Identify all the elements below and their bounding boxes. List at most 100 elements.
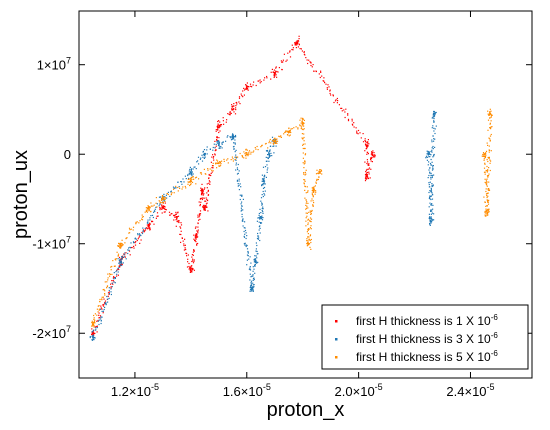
data-point: [432, 115, 434, 117]
data-point: [489, 111, 491, 113]
data-point: [232, 105, 234, 108]
data-point: [264, 143, 267, 145]
data-point: [144, 211, 146, 213]
data-point: [159, 203, 161, 206]
data-point: [219, 124, 221, 126]
data-point: [262, 206, 264, 208]
data-point: [205, 206, 207, 208]
data-point: [425, 157, 427, 159]
y-tick-label: -1×107: [32, 235, 71, 252]
data-point: [232, 138, 234, 140]
data-point: [247, 251, 249, 253]
data-point: [229, 111, 231, 113]
data-point: [209, 148, 211, 150]
data-point: [365, 175, 367, 177]
data-point: [230, 139, 233, 141]
data-point: [257, 232, 259, 235]
data-point: [433, 121, 435, 123]
data-point: [485, 208, 487, 210]
data-point: [485, 169, 487, 172]
data-point: [230, 136, 232, 138]
data-points-layer: [89, 35, 493, 341]
data-point: [208, 177, 210, 179]
data-point: [268, 152, 270, 154]
data-point: [136, 239, 138, 242]
data-point: [364, 174, 367, 176]
data-point: [312, 186, 314, 188]
data-point: [209, 181, 211, 183]
data-point: [483, 153, 485, 155]
data-point: [234, 158, 237, 160]
data-point: [485, 153, 487, 155]
data-point: [190, 172, 192, 174]
data-point: [486, 182, 488, 184]
data-point: [198, 178, 200, 180]
data-point: [295, 47, 297, 49]
data-point: [191, 175, 193, 177]
data-point: [489, 108, 491, 110]
data-point: [433, 116, 435, 118]
data-point: [235, 156, 237, 158]
data-point: [143, 231, 145, 233]
data-point: [428, 213, 430, 215]
data-point: [121, 245, 123, 247]
data-point: [91, 328, 93, 330]
data-point: [431, 212, 433, 214]
data-point: [231, 156, 233, 158]
data-point: [364, 138, 366, 140]
data-point: [252, 274, 254, 276]
data-point: [165, 194, 167, 196]
data-point: [100, 305, 102, 307]
data-point: [97, 319, 99, 322]
data-point: [273, 145, 275, 147]
data-point: [264, 166, 267, 168]
data-point: [241, 194, 243, 196]
data-point: [93, 326, 95, 328]
data-point: [177, 221, 179, 223]
data-point: [366, 168, 368, 170]
data-point: [249, 266, 251, 268]
data-point: [487, 169, 489, 171]
data-point: [187, 181, 189, 183]
data-point: [336, 102, 338, 104]
data-point: [310, 200, 312, 202]
data-point: [306, 212, 308, 214]
data-point: [304, 179, 306, 181]
data-point: [129, 232, 131, 234]
data-point: [241, 155, 244, 157]
data-point: [429, 195, 431, 197]
data-point: [307, 241, 309, 243]
data-point: [257, 253, 259, 255]
data-point: [260, 217, 262, 219]
data-point: [318, 176, 320, 178]
data-point: [302, 157, 304, 159]
data-point: [488, 113, 491, 115]
data-point: [312, 188, 314, 190]
data-point: [488, 137, 490, 139]
data-point: [485, 193, 488, 195]
data-point: [212, 146, 214, 149]
data-point: [302, 138, 304, 140]
data-point: [272, 139, 274, 141]
data-point: [175, 219, 177, 221]
data-point: [265, 156, 267, 158]
data-point: [429, 197, 431, 199]
data-point: [267, 147, 269, 149]
data-point: [281, 69, 283, 71]
data-point: [107, 301, 109, 303]
data-point: [201, 188, 203, 190]
data-point: [489, 140, 491, 142]
data-point: [199, 172, 202, 174]
data-point: [310, 248, 312, 250]
data-point: [275, 66, 277, 68]
data-point: [486, 199, 489, 202]
data-point: [217, 129, 219, 131]
data-point: [104, 303, 106, 305]
data-point: [153, 210, 156, 212]
data-point: [246, 88, 248, 90]
data-point: [365, 169, 368, 171]
data-point: [244, 154, 247, 156]
data-point: [128, 247, 130, 249]
data-point: [307, 229, 309, 231]
data-point: [94, 332, 96, 334]
